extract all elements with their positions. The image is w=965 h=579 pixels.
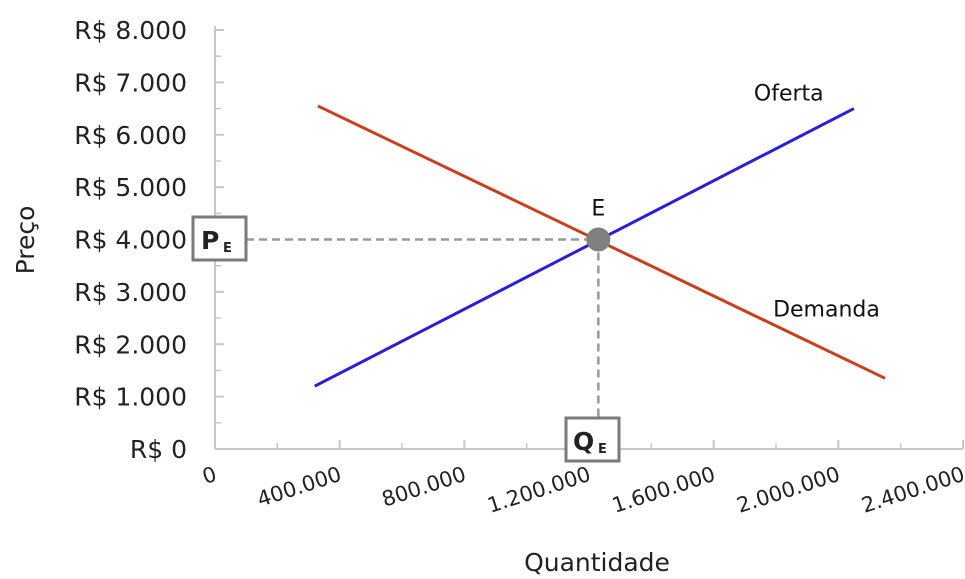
price-marker-box xyxy=(191,215,248,262)
price-marker-subscript: E xyxy=(223,241,232,256)
y-tick-label: R$ 0 xyxy=(130,435,187,464)
x-axis-title: Quantidade xyxy=(524,548,670,577)
x-tick-label: 1.600.000 xyxy=(609,462,718,518)
equilibrium-point xyxy=(586,227,611,252)
quantity-marker-label: Q xyxy=(573,427,594,456)
y-tick-label: R$ 3.000 xyxy=(74,278,187,307)
x-tick-label: 2.400.000 xyxy=(858,462,965,518)
x-tick-label: 0 xyxy=(199,462,219,489)
y-axis-title: Preço xyxy=(11,206,40,275)
y-tick-label: R$ 1.000 xyxy=(74,383,187,412)
price-marker-label: P xyxy=(201,226,219,255)
y-tick-label: R$ 5.000 xyxy=(74,173,187,202)
y-tick-label: R$ 6.000 xyxy=(74,121,187,150)
equilibrium-guides xyxy=(246,238,600,418)
series-line-oferta xyxy=(314,107,855,388)
y-tick-label: R$ 4.000 xyxy=(74,226,187,255)
x-tick-label: 800.000 xyxy=(379,462,469,512)
equilibrium-label: E xyxy=(591,197,605,222)
x-tick-label: 2.000.000 xyxy=(734,462,843,518)
quantity-marker-subscript: E xyxy=(598,442,607,457)
x-tick-label: 400.000 xyxy=(254,462,344,512)
markers: EP EQ E xyxy=(191,197,621,463)
series-label-oferta: Oferta xyxy=(754,82,824,107)
x-tick-label: 1.200.000 xyxy=(484,462,593,518)
y-tick-label: R$ 7.000 xyxy=(74,68,187,97)
y-tick-label: R$ 8.000 xyxy=(74,16,187,45)
series-lines: Oferta Demanda xyxy=(314,82,886,388)
quantity-marker-box xyxy=(564,416,621,463)
series-label-demanda: Demanda xyxy=(773,297,880,322)
y-tick-label: R$ 2.000 xyxy=(74,330,187,359)
axes: R$ 0 R$ 1.000 R$ 2.000 R$ 3.000 R$ 4.000 R$ 5… xyxy=(74,16,965,518)
